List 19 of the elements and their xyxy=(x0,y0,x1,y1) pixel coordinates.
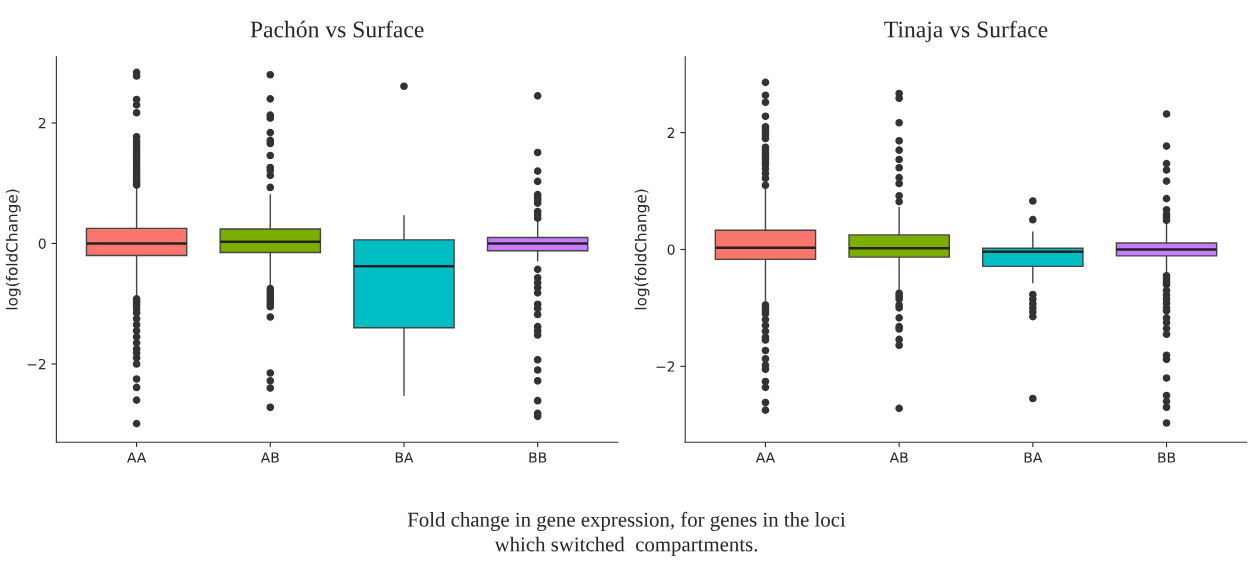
y-tick-label: 0 xyxy=(38,238,46,249)
y-tick-label: 2 xyxy=(667,127,675,138)
y-tick-label: 0 xyxy=(667,244,675,255)
text: Fold change in gene expression, for genes in the loci which switched compartments. xyxy=(407,511,846,556)
x-tick-label: AB xyxy=(260,452,279,463)
x-tick-label: BA xyxy=(1024,452,1043,463)
x-tick-label: BA xyxy=(395,452,414,463)
x-tick-label: AA xyxy=(755,452,776,463)
x-tick-label: AA xyxy=(127,452,147,463)
chart-title: Pachón vs Surface xyxy=(250,20,424,38)
y-tick-label: −2 xyxy=(656,361,675,372)
x-tick-label: BB xyxy=(1158,452,1176,463)
y-axis-title: log(foldChange) xyxy=(634,189,650,310)
chart-title: Tinaja vs Surface xyxy=(884,20,1048,43)
x-tick-label: BB xyxy=(529,452,547,463)
y-tick-label: −2 xyxy=(27,358,46,370)
x-tick-label: AB xyxy=(889,452,908,463)
y-axis-title: log(foldChange) xyxy=(5,189,21,310)
y-tick-label: 2 xyxy=(38,117,46,129)
